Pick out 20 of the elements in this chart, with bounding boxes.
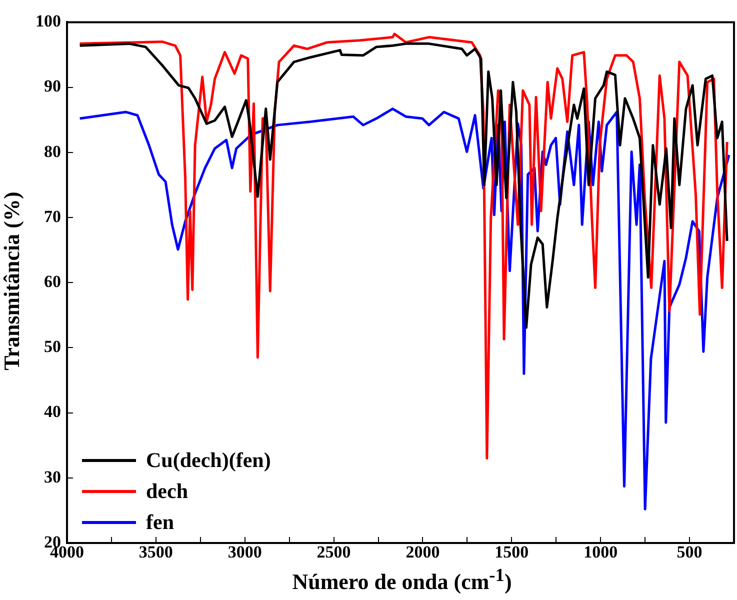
- y-tick-label: 100: [36, 12, 61, 31]
- y-axis-title: Transmitância (%): [0, 192, 25, 370]
- x-tick-label: 1500: [494, 542, 529, 562]
- x-tick-label: 500: [676, 542, 702, 562]
- y-tick-label: 80: [44, 142, 61, 161]
- y-tick-label: 70: [44, 206, 61, 226]
- x-axis-title: Número de onda (cm$^{-1}$): [292, 564, 512, 596]
- x-tick-label: 3000: [228, 542, 262, 562]
- x-tick-label: 1000: [584, 542, 618, 562]
- y-tick-label: 40: [44, 402, 61, 422]
- legend-label: dech: [146, 479, 188, 504]
- x-tick-label: 2500: [316, 542, 351, 562]
- y-tick-label: 30: [44, 467, 61, 486]
- y-tick-label: 50: [44, 337, 61, 356]
- legend-label: fen: [146, 510, 174, 535]
- legend-label: Cu(dech)(fen): [146, 448, 271, 473]
- y-tick-label: 60: [44, 272, 61, 291]
- x-tick-label: 3500: [138, 542, 173, 562]
- x-tick-label: 2000: [406, 542, 440, 562]
- y-tick-label: 90: [44, 76, 61, 96]
